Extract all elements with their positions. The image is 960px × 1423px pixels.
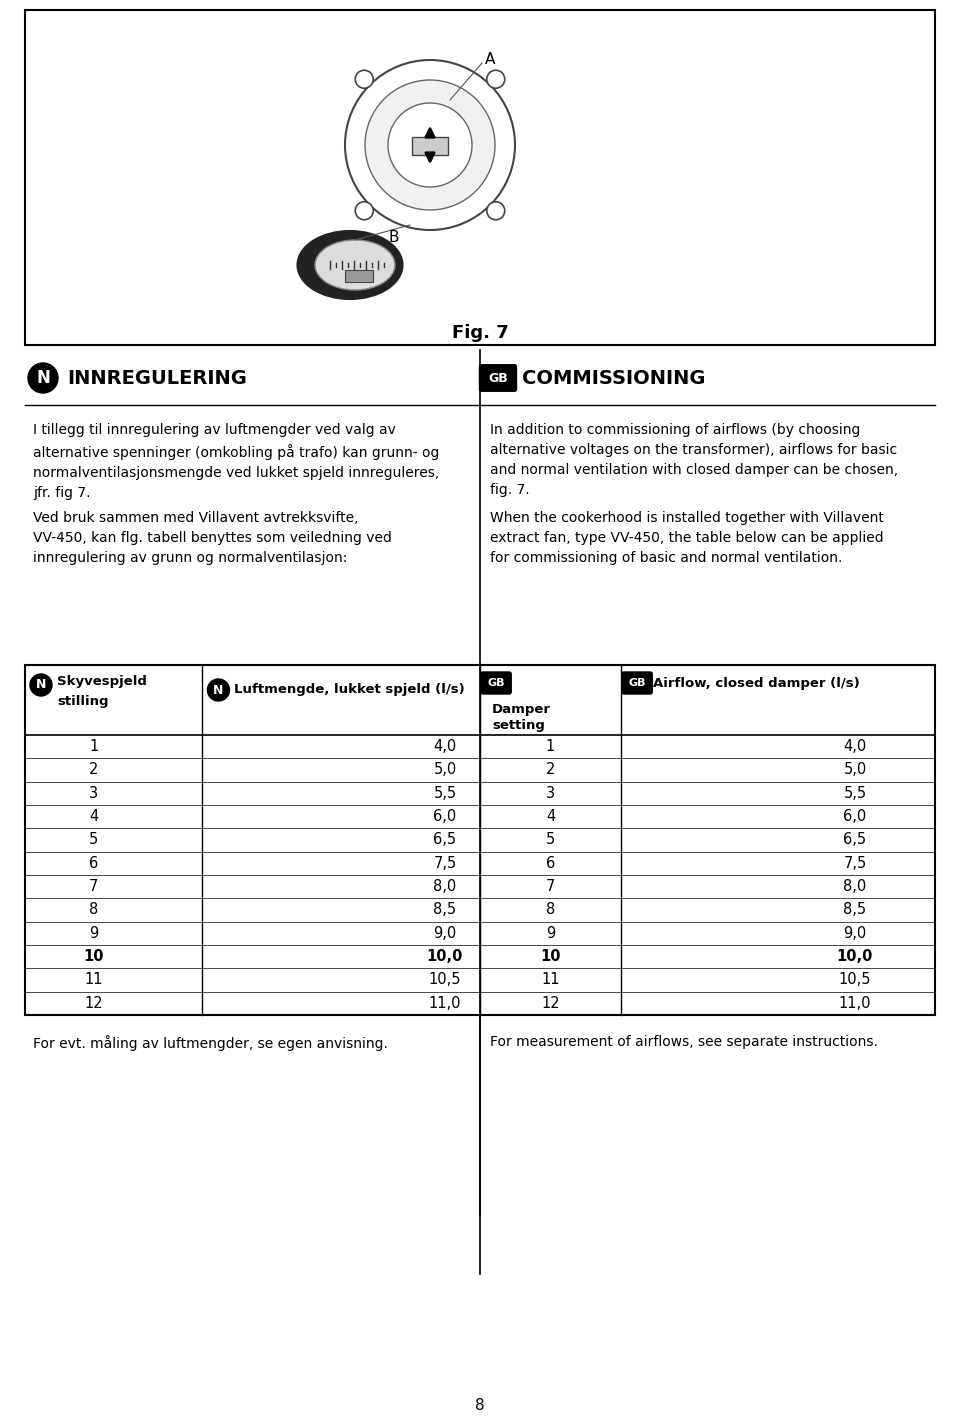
Text: GB: GB [488,371,508,384]
Text: 7: 7 [546,879,555,894]
Text: For measurement of airflows, see separate instructions.: For measurement of airflows, see separat… [490,1035,877,1049]
FancyBboxPatch shape [481,672,511,694]
Text: 4,0: 4,0 [844,739,867,754]
Text: Damper: Damper [492,703,551,716]
Text: 5,5: 5,5 [433,785,457,801]
Text: 5: 5 [546,832,555,848]
Text: 7,5: 7,5 [844,855,867,871]
Text: N: N [36,679,46,692]
Text: B: B [388,229,398,245]
Text: 9,0: 9,0 [844,926,867,941]
Text: INNREGULERING: INNREGULERING [67,369,247,387]
Text: GB: GB [488,677,505,687]
Ellipse shape [298,231,402,299]
Text: 8: 8 [546,902,555,918]
Text: I tillegg til innregulering av luftmengder ved valg av
alternative spenninger (o: I tillegg til innregulering av luftmengd… [33,423,440,499]
Text: 7: 7 [89,879,99,894]
Circle shape [388,102,472,186]
Text: 8,5: 8,5 [844,902,867,918]
Text: Airflow, closed damper (l/s): Airflow, closed damper (l/s) [653,676,860,690]
Text: GB: GB [628,677,646,687]
Text: 8,0: 8,0 [844,879,867,894]
Text: 2: 2 [89,763,99,777]
Text: In addition to commissioning of airflows (by choosing
alternative voltages on th: In addition to commissioning of airflows… [490,423,899,497]
Text: 9: 9 [546,926,555,941]
Text: 12: 12 [84,996,103,1010]
Text: 12: 12 [541,996,560,1010]
Text: 5,0: 5,0 [433,763,457,777]
Text: 9: 9 [89,926,98,941]
Text: 4: 4 [89,810,98,824]
Text: 11,0: 11,0 [429,996,461,1010]
Text: A: A [485,53,495,67]
Text: stilling: stilling [57,694,108,707]
Text: 10,5: 10,5 [429,972,461,988]
Text: When the cookerhood is installed together with Villavent
extract fan, type VV-45: When the cookerhood is installed togethe… [490,511,884,565]
Text: 8: 8 [475,1397,485,1413]
Circle shape [355,70,373,88]
FancyBboxPatch shape [479,364,516,391]
Bar [412,137,448,155]
Circle shape [355,202,373,219]
Text: 10: 10 [540,949,561,965]
Text: 8,0: 8,0 [433,879,457,894]
Text: 11: 11 [541,972,560,988]
Text: 4,0: 4,0 [433,739,457,754]
Text: 6,0: 6,0 [844,810,867,824]
Text: 10,0: 10,0 [837,949,874,965]
Text: 1: 1 [546,739,555,754]
Text: 10,0: 10,0 [427,949,463,965]
Text: 10: 10 [84,949,104,965]
Text: COMMISSIONING: COMMISSIONING [522,369,706,387]
Text: 11,0: 11,0 [839,996,872,1010]
Text: Ved bruk sammen med Villavent avtrekksvifte,
VV-450, kan flg. tabell benyttes so: Ved bruk sammen med Villavent avtrekksvi… [33,511,392,565]
Ellipse shape [315,240,395,290]
FancyBboxPatch shape [622,672,652,694]
Text: 6,5: 6,5 [844,832,867,848]
Text: 5,0: 5,0 [844,763,867,777]
Text: 6: 6 [546,855,555,871]
Text: N: N [213,683,224,696]
Circle shape [487,202,505,219]
Text: 6,0: 6,0 [433,810,457,824]
Text: 1: 1 [89,739,98,754]
Bar [25,10,935,344]
Circle shape [28,363,58,393]
Text: 6: 6 [89,855,98,871]
Text: 8: 8 [89,902,98,918]
Text: 8,5: 8,5 [433,902,457,918]
Circle shape [30,675,52,696]
Text: 6,5: 6,5 [433,832,457,848]
Text: 10,5: 10,5 [839,972,872,988]
Text: 5,5: 5,5 [844,785,867,801]
Text: setting: setting [492,719,545,731]
Text: 3: 3 [89,785,98,801]
Circle shape [207,679,229,702]
Text: 4: 4 [546,810,555,824]
Circle shape [365,80,495,211]
Bar [345,270,373,282]
Text: 7,5: 7,5 [433,855,457,871]
Text: Fig. 7: Fig. 7 [451,324,509,342]
Text: 3: 3 [546,785,555,801]
Text: 5: 5 [89,832,98,848]
Text: For evt. måling av luftmengder, se egen anvisning.: For evt. måling av luftmengder, se egen … [33,1035,388,1052]
Text: N: N [36,369,50,387]
Text: Luftmengde, lukket spjeld (l/s): Luftmengde, lukket spjeld (l/s) [234,683,466,696]
Text: Skyvespjeld: Skyvespjeld [57,675,147,687]
Circle shape [487,70,505,88]
Text: 11: 11 [84,972,103,988]
Text: 2: 2 [546,763,555,777]
Bar [25,665,935,1015]
Text: 9,0: 9,0 [433,926,457,941]
